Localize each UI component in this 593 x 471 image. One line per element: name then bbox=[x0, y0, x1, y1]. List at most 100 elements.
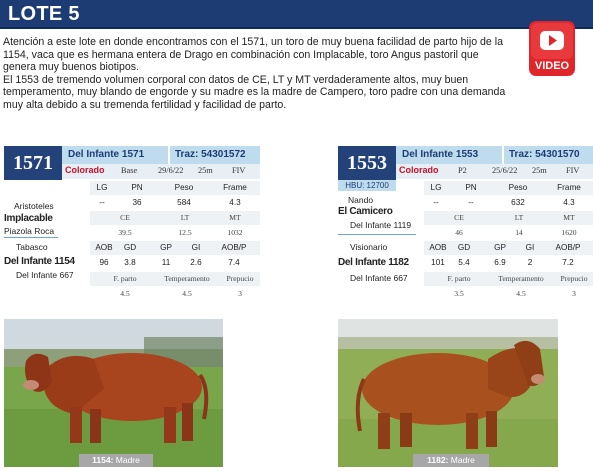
header-pn: PN bbox=[465, 183, 477, 192]
pedigree-dam-sire: Visionario bbox=[350, 242, 388, 252]
repro-header-row: CE LT MT bbox=[424, 211, 593, 225]
header-gi: GI bbox=[191, 243, 201, 252]
dep-header-row: AOB GD GP GI AOB/P bbox=[90, 241, 260, 255]
description-paragraph-1: Atención a este lote en donde encontramo… bbox=[3, 36, 504, 74]
value-temperamento: 4.5 bbox=[516, 289, 526, 298]
value-frame: 4.3 bbox=[229, 198, 241, 207]
value-pn: -- bbox=[468, 198, 474, 207]
caption-text: Madre bbox=[448, 455, 475, 465]
header-aob-p: AOB/P bbox=[221, 243, 247, 252]
measures-header-row: LG PN Peso Frame bbox=[90, 181, 260, 195]
pedigree-dam-dam: Del Infante 667 bbox=[16, 270, 74, 280]
value-prepucio: 3 bbox=[238, 289, 242, 298]
dep-value-row: 96 3.8 11 2.6 7.4 bbox=[90, 256, 260, 270]
value-mt: 1032 bbox=[227, 228, 243, 237]
dam-photo-1182: 1182: Madre bbox=[338, 319, 558, 467]
coat-color: Colorado bbox=[399, 165, 439, 175]
dam-photo-1154: 1154: Madre bbox=[4, 319, 223, 467]
value-gp: 6.9 bbox=[494, 258, 506, 267]
measures-header-row: LG PN Peso Frame bbox=[424, 181, 593, 195]
header-f-parto: F. parto bbox=[113, 274, 137, 283]
traceability-number: Traz: 54301572 bbox=[170, 146, 260, 164]
header-temperamento: Temperamento bbox=[498, 274, 544, 283]
value-gi: 2 bbox=[527, 258, 533, 267]
header-peso: Peso bbox=[174, 183, 194, 192]
caption-number: 1182: bbox=[427, 455, 449, 465]
header-lt: LT bbox=[180, 213, 190, 222]
animal-id: 1553 bbox=[338, 146, 396, 180]
header-frame: Frame bbox=[223, 183, 247, 192]
header-ce: CE bbox=[120, 213, 130, 222]
value-peso: 584 bbox=[177, 198, 191, 207]
cow-photo bbox=[338, 319, 558, 467]
header-frame: Frame bbox=[557, 183, 581, 192]
header-rule bbox=[0, 27, 593, 29]
dep-header-row: AOB GD GP GI AOB/P bbox=[424, 241, 593, 255]
registry: FIV bbox=[232, 166, 246, 175]
photo-caption: 1154: Madre bbox=[79, 454, 153, 467]
traceability-number: Traz: 54301570 bbox=[504, 146, 593, 164]
value-lt: 14 bbox=[515, 228, 523, 237]
header-lt: LT bbox=[514, 213, 524, 222]
video-label: VIDEO bbox=[534, 60, 570, 72]
header-aob: AOB bbox=[95, 243, 113, 252]
header-gp: GP bbox=[494, 243, 506, 252]
info-row: Colorado P2 25/6/22 25m FIV bbox=[396, 164, 593, 179]
header-prepucio: Prepucio bbox=[560, 274, 588, 283]
caption-number: 1154: bbox=[92, 455, 114, 465]
birth-date: 29/6/22 bbox=[158, 166, 184, 175]
measures-value-row: -- -- 632 4.3 bbox=[424, 196, 593, 210]
repro-header-row: CE LT MT bbox=[90, 211, 260, 225]
header-mt: MT bbox=[229, 213, 241, 222]
pedigree-dam: Del Infante 1182 bbox=[338, 257, 409, 268]
category: Base bbox=[121, 166, 138, 175]
value-aob-p: 7.4 bbox=[228, 258, 240, 267]
header-temperamento: Temperamento bbox=[164, 274, 210, 283]
header-mt: MT bbox=[563, 213, 575, 222]
header-pn: PN bbox=[131, 183, 143, 192]
header-gd: GD bbox=[457, 243, 471, 252]
cow-photo bbox=[4, 319, 223, 467]
value-gd: 3.8 bbox=[124, 258, 136, 267]
header-gi: GI bbox=[525, 243, 535, 252]
animal-id: 1571 bbox=[4, 146, 62, 180]
value-gp: 11 bbox=[161, 258, 171, 267]
play-icon bbox=[529, 21, 575, 76]
header-aob-p: AOB/P bbox=[555, 243, 581, 252]
repro-value-row: 46 14 1620 bbox=[424, 226, 593, 240]
header-prepucio: Prepucio bbox=[226, 274, 254, 283]
header-ce: CE bbox=[454, 213, 464, 222]
pedigree-sire-dam: Piazola Roca bbox=[4, 226, 55, 236]
pedigree-sire-sire: Nando bbox=[348, 195, 374, 205]
animal-name: Del Infante 1571 bbox=[62, 146, 168, 164]
temp-header-row: F. parto Temperamento Prepucio bbox=[424, 272, 593, 286]
hbu-number: HBU: 12700 bbox=[338, 180, 396, 191]
dep-value-row: 101 5.4 6.9 2 7.2 bbox=[424, 256, 593, 270]
photo-caption: 1182: Madre bbox=[413, 454, 489, 467]
value-f-parto: 3.5 bbox=[454, 289, 464, 298]
value-f-parto: 4.5 bbox=[120, 289, 130, 298]
lot-header: LOTE 5 bbox=[0, 0, 593, 29]
coat-color: Colorado bbox=[65, 165, 105, 175]
video-button[interactable]: VIDEO bbox=[528, 20, 576, 77]
measures-value-row: -- 36 584 4.3 bbox=[90, 196, 260, 210]
info-row: Colorado Base 29/6/22 25m FIV bbox=[62, 164, 260, 179]
value-lg: -- bbox=[433, 198, 439, 207]
pedigree-dam-sire: Tabasco bbox=[16, 242, 48, 252]
animal-card-1571: 1571 Del Infante 1571 Traz: 54301572 Col… bbox=[4, 146, 266, 306]
age: 25m bbox=[198, 166, 213, 175]
pedigree-sire: El Camicero bbox=[338, 206, 393, 217]
value-lt: 12.5 bbox=[178, 228, 192, 237]
temp-header-row: F. parto Temperamento Prepucio bbox=[90, 272, 260, 286]
value-mt: 1620 bbox=[561, 228, 577, 237]
lot-title: LOTE 5 bbox=[8, 3, 80, 25]
value-aob-p: 7.2 bbox=[562, 258, 574, 267]
header-aob: AOB bbox=[429, 243, 447, 252]
pedigree-dam: Del Infante 1154 bbox=[4, 256, 75, 267]
repro-value-row: 39.5 12.5 1032 bbox=[90, 226, 260, 240]
value-gi: 2.6 bbox=[190, 258, 202, 267]
description-paragraph-2: El 1553 de tremendo volumen corporal con… bbox=[3, 73, 506, 111]
header-f-parto: F. parto bbox=[447, 274, 471, 283]
age: 25m bbox=[532, 166, 547, 175]
value-gd: 5.4 bbox=[458, 258, 470, 267]
